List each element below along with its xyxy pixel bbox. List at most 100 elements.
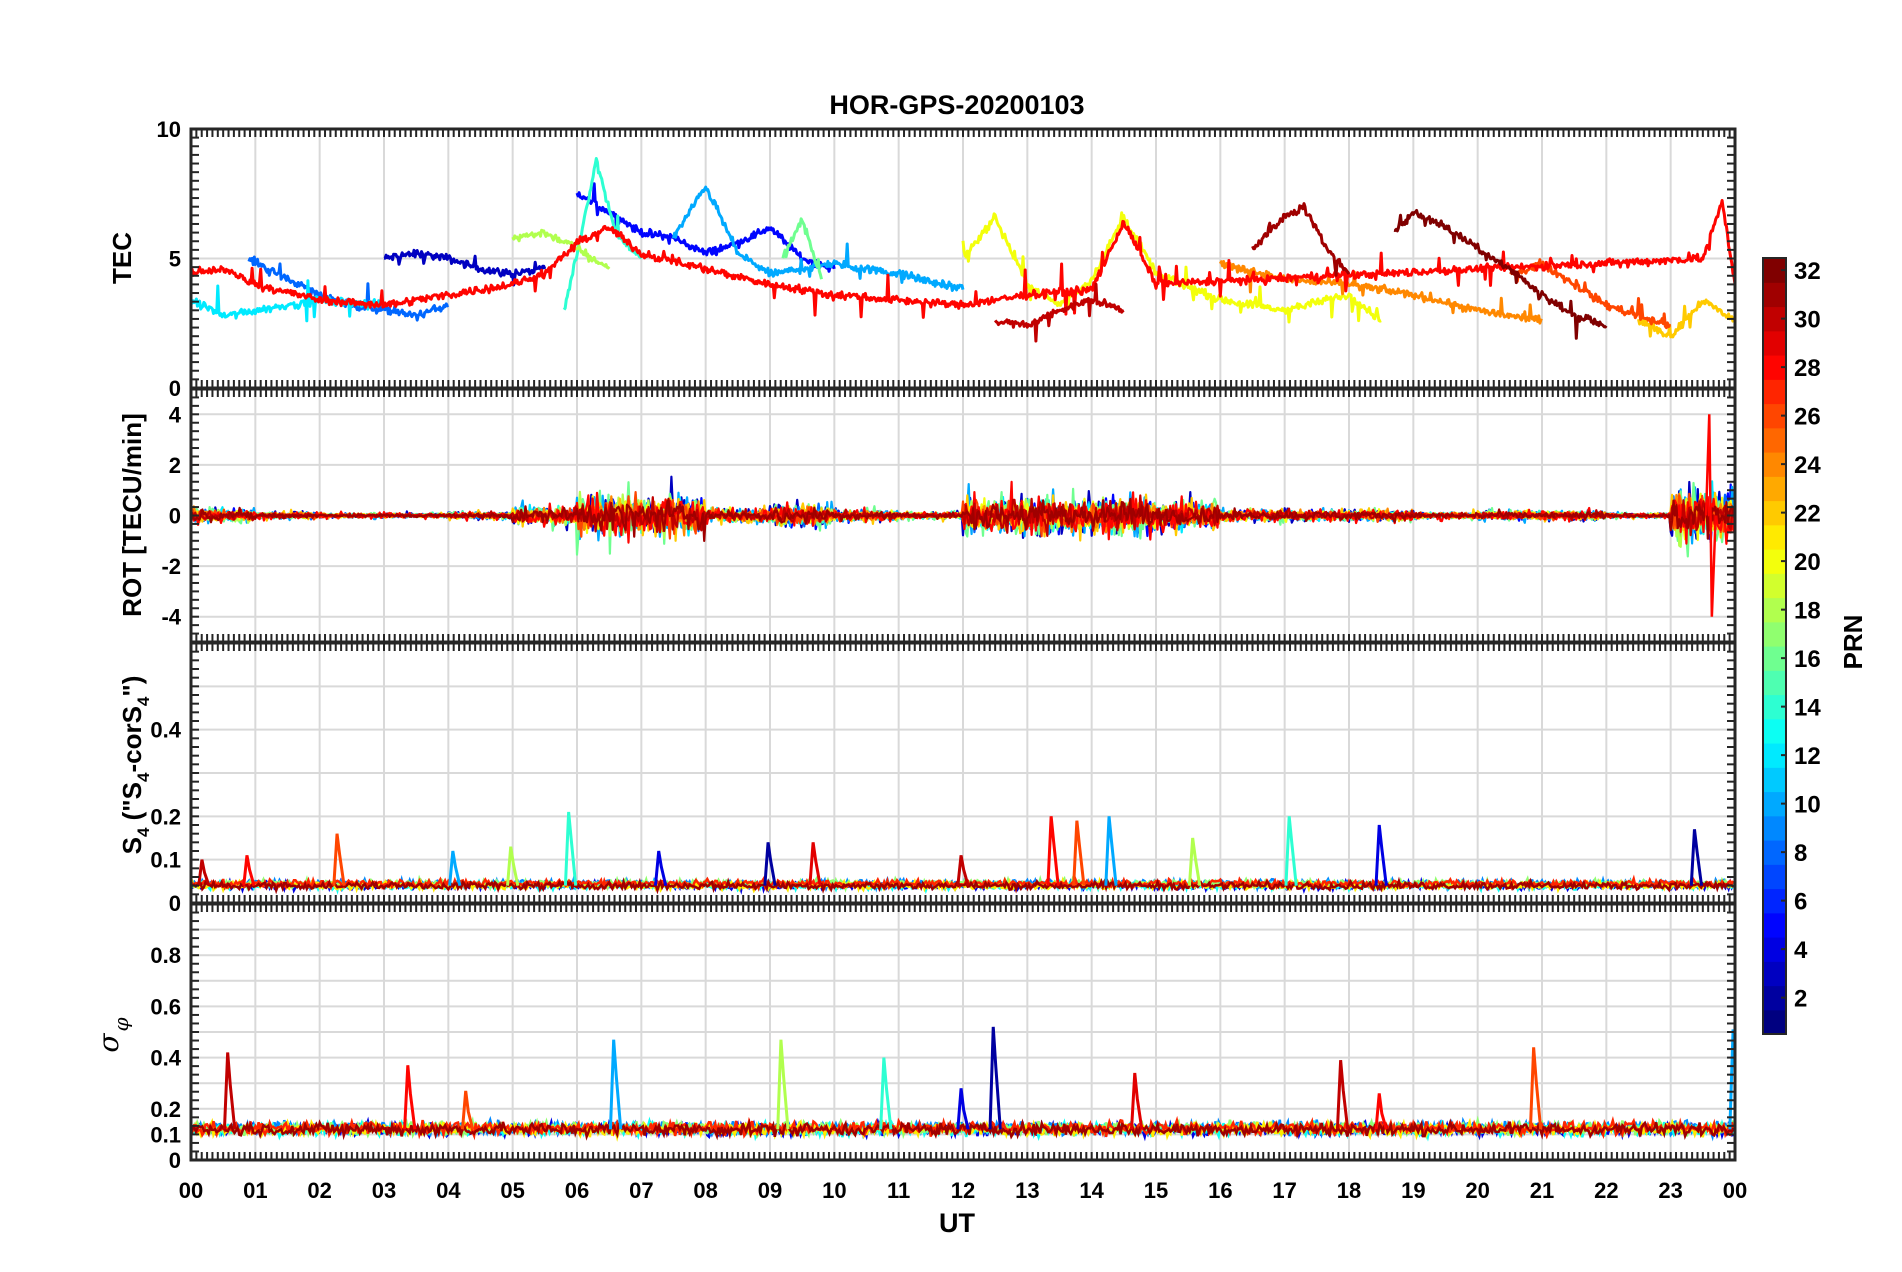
tec-data	[191, 157, 1735, 343]
x-tick-label: 11	[887, 1178, 910, 1203]
s4-ytick-label: 0	[169, 891, 181, 916]
x-tick-label: 08	[693, 1178, 717, 1203]
tec-ytick-label: 10	[157, 117, 181, 142]
x-tick-label: 21	[1530, 1178, 1554, 1203]
x-tick-label: 03	[372, 1178, 396, 1203]
sigma-peak	[222, 1052, 237, 1130]
colorbar-swatch	[1763, 646, 1786, 671]
x-tick-label: 05	[500, 1178, 524, 1203]
tec-ylabel: TEC	[107, 232, 137, 284]
sigma-ytick-label: 0.2	[150, 1097, 181, 1122]
x-tick-label: 09	[758, 1178, 782, 1203]
tec-series-prn-22	[1637, 298, 1735, 339]
sigma-ylabel: σφ	[92, 1017, 133, 1052]
colorbar-tick-label: 26	[1794, 404, 1821, 431]
x-tick-label: 13	[1015, 1178, 1039, 1203]
x-tick-label: 15	[1144, 1178, 1168, 1203]
x-tick-label: 06	[565, 1178, 589, 1203]
s4-peak	[1284, 816, 1298, 886]
colorbar-swatch	[1763, 840, 1786, 865]
colorbar-swatch	[1763, 500, 1786, 526]
x-tick-label: 04	[436, 1178, 461, 1203]
colorbar-swatch	[1763, 282, 1786, 308]
colorbar-tick-label: 22	[1794, 501, 1821, 528]
x-tick-labels: 00 01 02 03 04 05 06 07 08 09 10 11 12 13 14 15 16 17 18 19…	[179, 1178, 1747, 1203]
sigma-peak	[776, 1039, 790, 1130]
s4-peak	[563, 811, 578, 886]
x-tick-label: 14	[1079, 1178, 1104, 1203]
sigma-ytick-label: 0.4	[150, 1046, 181, 1071]
s4-series-prn-31	[191, 876, 1735, 895]
s4-peak	[332, 833, 346, 886]
colorbar-swatch	[1763, 452, 1786, 477]
colorbar-tick-label: 32	[1794, 258, 1821, 285]
colorbar-swatch	[1763, 549, 1786, 574]
colorbar-swatch	[1763, 815, 1786, 841]
colorbar-swatch	[1763, 791, 1786, 817]
colorbar-tick-label: 18	[1794, 598, 1821, 625]
rot-ylabel: ROT [TECU/min]	[117, 413, 147, 617]
rot-panel: -4 -2 0 2 4	[161, 387, 1737, 644]
sigma-peak	[988, 1026, 1002, 1130]
tec-series-prn-18	[511, 228, 611, 270]
s4-peak	[763, 842, 777, 886]
rot-ytick-label: 4	[169, 402, 182, 427]
colorbar-swatch	[1763, 379, 1786, 405]
x-tick-label: 16	[1208, 1178, 1232, 1203]
x-tick-label: 18	[1337, 1178, 1361, 1203]
colorbar-swatch	[1763, 743, 1786, 768]
chart-title: HOR-GPS-20200103	[829, 90, 1084, 120]
rot-data	[191, 414, 1735, 617]
s4-peak	[1187, 837, 1202, 886]
colorbar-swatch	[1763, 330, 1786, 356]
x-tick-label: 22	[1594, 1178, 1618, 1203]
colorbar-tick-label: 12	[1794, 743, 1821, 770]
sigma-minor-ticks	[190, 903, 1736, 1161]
s4-panel: 0 0.1 0.2 0.4	[150, 641, 1737, 916]
tec-minor-ticks	[190, 128, 1736, 389]
x-axis-label: UT	[939, 1208, 975, 1238]
s4-peak	[506, 846, 520, 886]
tec-series-prn-32	[1393, 208, 1608, 340]
x-tick-label: 01	[243, 1178, 267, 1203]
s4-peak	[1689, 829, 1704, 886]
s4-ytick-label: 0.1	[150, 848, 181, 873]
rot-spike	[1704, 414, 1717, 617]
x-tick-label: 20	[1465, 1178, 1489, 1203]
sigma-data	[191, 1026, 1735, 1142]
s4-data	[191, 811, 1735, 895]
x-tick-label: 23	[1658, 1178, 1682, 1203]
colorbar-tick-label: 16	[1794, 646, 1821, 673]
colorbar-frame	[1762, 257, 1787, 1035]
rot-minor-ticks	[190, 388, 1736, 643]
colorbar-swatch	[1763, 306, 1786, 332]
tec-series-prn-20	[961, 211, 1382, 324]
colorbar-tick-label: 6	[1794, 889, 1807, 916]
s4-ytick-label: 0.2	[150, 804, 181, 829]
colorbar-tick-label: 30	[1794, 307, 1821, 334]
colorbar-swatch	[1763, 985, 1786, 1011]
s4-peak	[1046, 816, 1060, 886]
colorbar-swatch	[1763, 1009, 1786, 1035]
colorbar-swatch	[1763, 961, 1786, 987]
colorbar-swatch	[1763, 864, 1786, 890]
s4-peak	[448, 850, 462, 887]
colorbar-swatch	[1763, 670, 1786, 696]
sigma-peak	[460, 1090, 475, 1130]
s4-peak	[956, 855, 970, 887]
colorbar-tick-label: 8	[1794, 840, 1807, 867]
sigma-ytick-label: 0	[169, 1148, 181, 1173]
colorbar-swatch	[1763, 767, 1786, 793]
s4-peak	[197, 859, 211, 887]
sigma-peak	[1374, 1093, 1388, 1130]
colorbar-tick-label: 20	[1794, 549, 1821, 576]
colorbar-tick-label: 14	[1794, 695, 1821, 722]
s4-peak	[242, 855, 256, 887]
colorbar-swatch	[1763, 573, 1786, 599]
x-tick-label: 00	[179, 1178, 203, 1203]
colorbar-swatch	[1763, 597, 1786, 623]
rot-ytick-label: 2	[169, 453, 181, 478]
